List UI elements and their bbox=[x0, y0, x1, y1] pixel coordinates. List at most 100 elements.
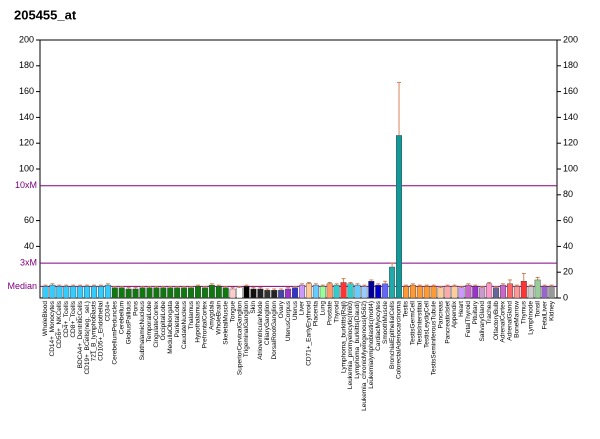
x-tick-label: Testis bbox=[403, 300, 410, 317]
x-tick-label: FetalLiver bbox=[541, 300, 548, 329]
bar bbox=[354, 284, 361, 299]
bar bbox=[292, 287, 299, 299]
bar bbox=[243, 286, 250, 299]
bar bbox=[42, 286, 49, 299]
x-tick-label: Lymphnode bbox=[527, 301, 534, 335]
x-tick-label: Pancreas bbox=[437, 300, 444, 328]
bar bbox=[181, 287, 188, 299]
x-tick-label: Thymus bbox=[521, 300, 528, 324]
x-tick-label: CD14+_Monocytes bbox=[49, 300, 56, 356]
x-tick-label: TestisInterstitial bbox=[417, 300, 424, 345]
bar bbox=[465, 284, 472, 299]
bar bbox=[208, 284, 215, 299]
y-tick-label: 200 bbox=[19, 34, 34, 44]
x-tick-label: Thyroid bbox=[333, 301, 340, 323]
bar bbox=[278, 290, 285, 299]
bar bbox=[416, 286, 423, 299]
y2-tick-label: 140 bbox=[563, 112, 578, 122]
bar bbox=[174, 287, 181, 299]
bar bbox=[541, 286, 548, 299]
bar bbox=[77, 286, 84, 299]
y2-tick-label: 100 bbox=[563, 163, 578, 173]
x-tick-label: CD105+_Endothelial bbox=[98, 300, 105, 360]
bar bbox=[84, 286, 91, 299]
bar bbox=[382, 283, 389, 299]
x-tick-label: Placenta bbox=[313, 301, 320, 327]
x-tick-label: Lymphoma_burkitts(Daudi) bbox=[354, 301, 361, 379]
x-tick-label: TemporalLobe bbox=[146, 301, 153, 343]
bar bbox=[486, 283, 493, 299]
bar bbox=[319, 286, 326, 299]
bar bbox=[56, 286, 63, 299]
x-tick-label: BoneMarrow bbox=[514, 301, 521, 338]
bar bbox=[479, 287, 486, 299]
x-tick-label: Prostate bbox=[326, 301, 333, 326]
x-tick-label: Pituitary bbox=[472, 300, 479, 324]
bar bbox=[70, 286, 77, 299]
bar bbox=[271, 290, 278, 299]
x-tick-label: Cerebellum bbox=[118, 301, 125, 334]
plot-frame bbox=[39, 39, 558, 299]
y2-tick-label: 60 bbox=[563, 215, 573, 225]
bar bbox=[104, 284, 111, 299]
x-tick-label: ColorectalAdenocarcinoma bbox=[396, 301, 403, 379]
bar bbox=[63, 286, 70, 299]
bar bbox=[520, 281, 527, 299]
x-tick-label: Kidney bbox=[548, 300, 555, 321]
x-tick-label: Lymphoma_burkitts(Raji) bbox=[340, 301, 347, 373]
x-tick-label: Heart bbox=[458, 301, 465, 317]
x-tick-label: GlobusPallidus bbox=[125, 300, 132, 344]
x-tick-label: CD19+_BCells(neg._sel.) bbox=[84, 301, 91, 375]
bar bbox=[444, 286, 451, 299]
x-tick-label: Hypothalamus bbox=[195, 300, 202, 342]
bar bbox=[91, 286, 97, 299]
x-tick-label: CaudateNucleus bbox=[181, 300, 188, 349]
x-tick-label: UterusCorpus bbox=[285, 300, 292, 341]
x-tick-label: FetalThyroid bbox=[465, 301, 472, 338]
x-tick-label: Leukemia_chronicMyelogenous(k562) bbox=[361, 301, 368, 411]
x-tick-label: 721_B_lymphoblasts bbox=[91, 300, 98, 361]
bar bbox=[236, 287, 243, 299]
x-tick-label: WholeBlood bbox=[42, 301, 49, 336]
bar bbox=[437, 287, 444, 299]
x-tick-label: Tongue bbox=[229, 301, 236, 323]
bar bbox=[472, 286, 479, 299]
y-tick-label: 40 bbox=[24, 241, 34, 251]
x-tick-label: OccipitalLobe bbox=[160, 301, 167, 341]
x-tick-label: Liver bbox=[299, 300, 306, 315]
x-tick-label: BDCA4+_DentriticCells bbox=[77, 300, 84, 368]
x-tick-label: CingulateCortex bbox=[153, 300, 160, 347]
reference-label: Median bbox=[7, 281, 37, 291]
bar bbox=[229, 288, 236, 299]
bar bbox=[312, 284, 319, 299]
x-tick-label: DorsalRootGanglion bbox=[271, 301, 278, 360]
bar bbox=[111, 287, 118, 299]
bar bbox=[326, 283, 333, 299]
x-tick-label: BronchialEpithelialCells bbox=[389, 300, 396, 369]
bar bbox=[125, 288, 132, 299]
y2-tick-label: 200 bbox=[563, 34, 578, 44]
x-tick-label: SuperiorCervicalGanglion bbox=[236, 301, 243, 375]
x-tick-label: Skin bbox=[250, 301, 257, 314]
bar bbox=[513, 286, 520, 299]
y2-tick-label: 0 bbox=[563, 292, 568, 302]
x-tick-label: TrigeminalGanglion bbox=[243, 301, 250, 358]
y2-tick-label: 180 bbox=[563, 60, 578, 70]
x-tick-label: CerebellumPeduncles bbox=[112, 300, 119, 364]
bar bbox=[201, 287, 208, 299]
y-tick-label: 180 bbox=[19, 60, 34, 70]
bar bbox=[423, 286, 430, 299]
bar bbox=[257, 288, 264, 299]
x-tick-label: WholeBrain bbox=[215, 301, 222, 335]
bar bbox=[340, 282, 347, 299]
x-tick-label: Leukemia_promyelocytic(hl60) bbox=[347, 301, 354, 389]
x-tick-label: AdrenalCortex bbox=[500, 300, 507, 342]
chart-title: 205455_at bbox=[14, 7, 77, 22]
bar bbox=[305, 283, 312, 299]
x-tick-label: Pons bbox=[132, 300, 139, 316]
bar bbox=[160, 287, 167, 299]
bar bbox=[250, 288, 257, 299]
reference-label: 10xM bbox=[15, 180, 37, 190]
bar bbox=[347, 283, 354, 299]
